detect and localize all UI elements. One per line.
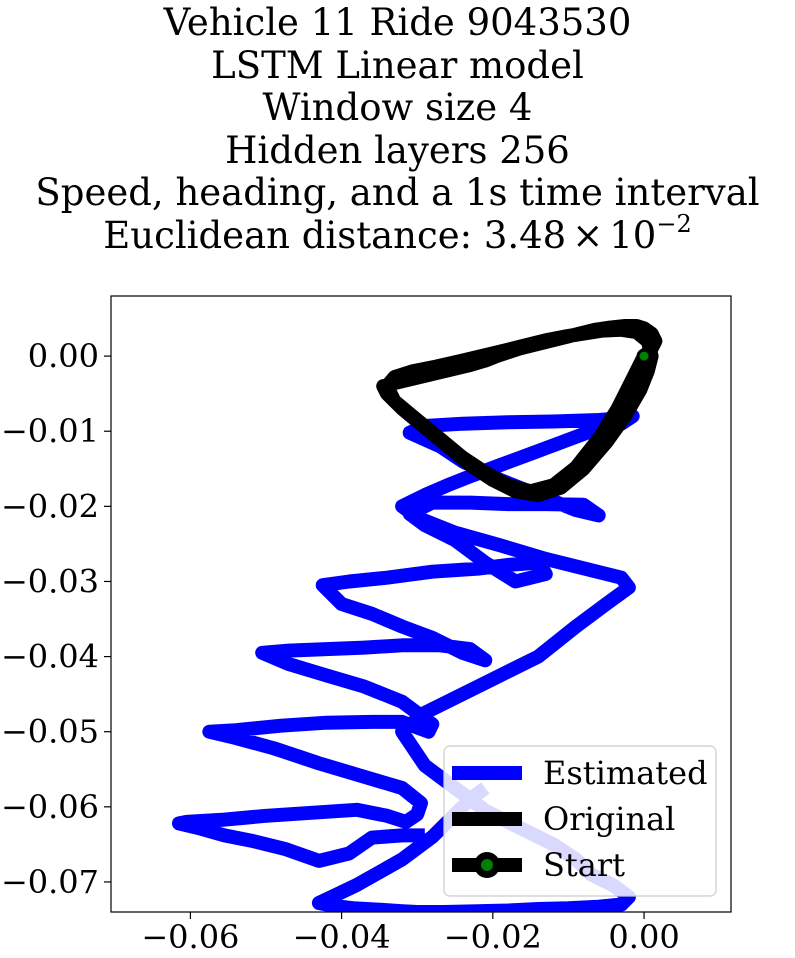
y-axis: 0.00 −0.01 −0.02 −0.03 −0.04 −0.05 −0.06 −0.07	[1, 337, 111, 901]
title-line-window: Window size 4	[262, 86, 533, 129]
distance-prefix: Euclidean distance: 3.48	[103, 213, 567, 257]
legend-label-original: Original	[543, 800, 675, 838]
y-tick-label: −0.07	[1, 863, 99, 901]
x-tick-label: −0.06	[141, 918, 239, 956]
x-axis: −0.06 −0.04 −0.02 0.00	[141, 912, 680, 956]
y-tick-label: −0.06	[1, 788, 99, 826]
legend-label-start: Start	[543, 846, 625, 884]
title-line-ride: Vehicle 11 Ride 9043530	[163, 1, 632, 44]
y-tick-label: −0.03	[1, 562, 99, 600]
chart-title: Vehicle 11 Ride 9043530 LSTM Linear mode…	[0, 1, 795, 258]
title-line-distance: Euclidean distance: 3.48 × 10−2	[0, 212, 795, 258]
distance-base: 10	[609, 213, 657, 257]
x-tick-label: 0.00	[608, 918, 679, 956]
title-line-features: Speed, heading, and a 1s time interval	[35, 171, 760, 214]
y-tick-label: −0.01	[1, 412, 99, 450]
legend-swatch-start-dot	[481, 859, 493, 871]
y-tick-label: −0.05	[1, 713, 99, 751]
y-tick-label: −0.04	[1, 638, 99, 676]
start-marker	[636, 348, 652, 364]
legend: Estimated Original Start	[443, 745, 717, 897]
title-line-model: LSTM Linear model	[211, 43, 584, 87]
plot-frame	[110, 295, 732, 913]
y-tick-label: −0.02	[1, 487, 99, 525]
x-tick-label: −0.04	[293, 918, 391, 956]
distance-times: ×	[572, 213, 604, 257]
distance-exponent: −2	[656, 210, 692, 239]
title-line-hidden: Hidden layers 256	[225, 128, 570, 172]
legend-label-estimated: Estimated	[543, 754, 708, 792]
y-tick-label: 0.00	[28, 337, 99, 375]
x-tick-label: −0.02	[444, 918, 542, 956]
series-line-original	[376, 319, 663, 503]
